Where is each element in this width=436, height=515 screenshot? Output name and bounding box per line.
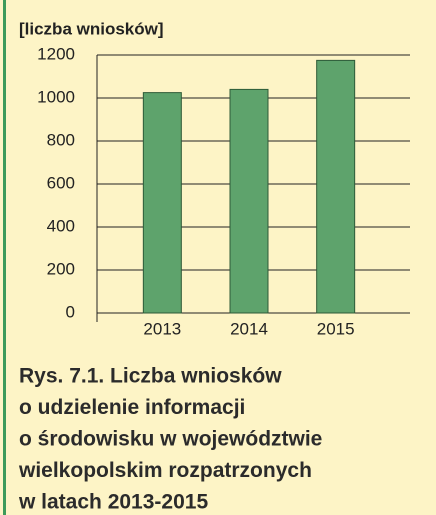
caption-line: o środowisku w województwie (19, 428, 322, 451)
caption-line: w latach 2013-2015 (18, 491, 208, 514)
y-tick-label: 600 (47, 173, 75, 192)
bar (229, 88, 269, 314)
bar (316, 59, 356, 314)
y-tick-label: 1200 (37, 44, 75, 63)
y-tick-label: 200 (47, 259, 75, 278)
side-strip (3, 0, 6, 515)
bar (142, 92, 182, 314)
x-tick-label: 2015 (317, 319, 355, 338)
y-axis-label: [liczba wniosków] (19, 19, 164, 38)
x-tick-label: 2014 (230, 319, 268, 338)
caption-line: Rys. 7.1. Liczba wniosków (19, 365, 282, 388)
caption-line: o udzielenie informacji (19, 396, 245, 419)
y-tick-label: 0 (66, 302, 75, 321)
y-tick-label: 1000 (37, 87, 75, 106)
y-tick-label: 400 (47, 216, 75, 235)
x-tick-label: 2013 (143, 319, 181, 338)
y-tick-label: 800 (47, 130, 75, 149)
caption-line: wielkopolskim rozpatrzonych (18, 459, 312, 482)
